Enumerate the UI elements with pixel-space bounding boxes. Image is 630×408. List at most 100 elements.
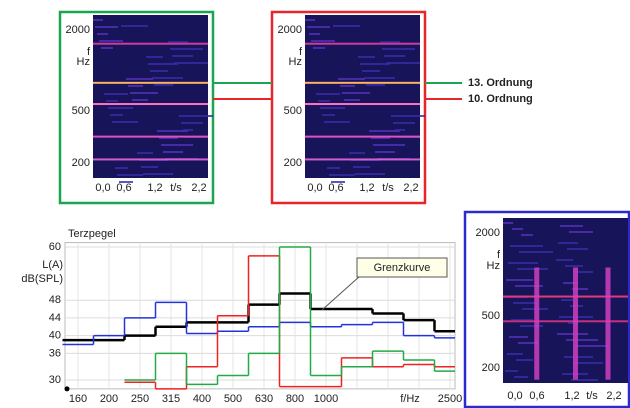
noise [362, 70, 380, 72]
noise [106, 100, 118, 102]
noise [329, 174, 355, 176]
noise [181, 122, 203, 124]
harmonic [93, 135, 208, 138]
noise [371, 137, 390, 139]
x-tick-label: 630 [255, 393, 273, 405]
noise [373, 144, 405, 146]
noise [566, 339, 598, 341]
spectrogram-panel: 2000 500 200 fHz 0,0 0,6 1,2 t/s 2,2 [463, 210, 630, 408]
x-tick-label: 400 [193, 393, 211, 405]
noise [305, 19, 315, 21]
noise [515, 285, 543, 287]
y-axis-label: dB(SPL) [21, 273, 63, 285]
noise [395, 129, 405, 131]
x-tick-label: 1,2 [147, 182, 162, 194]
noise [512, 228, 523, 230]
noise [313, 47, 325, 49]
spectrogram-panel: 2000 500 200 fHz 0,0 0,6 1,2 t/s 2,2 [58, 10, 215, 205]
y-tick-label: 200 [72, 157, 90, 169]
noise [154, 84, 173, 86]
noise [152, 77, 183, 79]
noise [393, 122, 415, 124]
y-tick-label: 200 [284, 157, 302, 169]
noise [183, 129, 193, 131]
noise [130, 92, 158, 94]
harmonic [93, 158, 208, 161]
harmonic [305, 103, 420, 106]
noise [567, 248, 588, 250]
y-tick-label: 200 [482, 362, 500, 374]
x-tick-label: 250 [131, 393, 149, 405]
noise [503, 222, 513, 224]
noise [508, 262, 538, 264]
legend-label: 13. Ordnung [468, 77, 533, 89]
noise [386, 62, 420, 64]
noise [520, 325, 543, 327]
spectrogram-image [503, 218, 628, 383]
noise [340, 85, 355, 87]
x-tick-label: 200 [100, 393, 118, 405]
noise [560, 225, 583, 227]
y-tick-label: 500 [284, 105, 302, 117]
noise [344, 99, 360, 101]
y-tick-label: 2000 [476, 227, 500, 239]
burst [573, 267, 578, 380]
x-tick-label: 500 [224, 393, 242, 405]
noise [99, 40, 123, 42]
noise [382, 48, 415, 50]
noise [333, 25, 360, 27]
x-tick-label: 160 [69, 393, 87, 405]
y-axis-label: L(A) [42, 259, 63, 271]
noise [115, 167, 128, 169]
noise [391, 115, 425, 117]
x-tick-label: 0,0 [507, 390, 522, 402]
noise [571, 379, 598, 381]
noise [506, 279, 533, 281]
y-axis-label: f [497, 249, 501, 261]
y-tick-label: 40 [49, 330, 61, 342]
noise [168, 41, 188, 43]
spectrogram-bg [305, 15, 420, 178]
noise [157, 130, 188, 132]
spectrogram-image [305, 15, 425, 183]
harmonic [93, 103, 208, 106]
x-tick-label: t/s [586, 390, 598, 402]
y-axis-label: Hz [289, 56, 302, 68]
noise [556, 259, 573, 261]
noise [316, 93, 340, 95]
noise [514, 376, 528, 378]
noise [353, 166, 370, 168]
spectrogram-bg [93, 15, 208, 178]
noise [137, 152, 153, 154]
noise [141, 166, 158, 168]
x-tick-label: 0,6 [529, 390, 544, 402]
x-axis-label: f/Hz [400, 393, 420, 405]
noise [119, 181, 133, 183]
noise [358, 56, 375, 58]
noise [565, 265, 583, 267]
harmonic [305, 135, 420, 138]
noise [342, 92, 370, 94]
noise [101, 47, 113, 49]
noise [311, 40, 335, 42]
noise [360, 63, 390, 65]
noise [163, 151, 183, 153]
noise [318, 100, 330, 102]
panel-border [463, 210, 630, 408]
noise [121, 25, 148, 27]
noise [573, 362, 603, 364]
noise [564, 356, 593, 358]
noise [93, 19, 103, 21]
noise [128, 85, 143, 87]
noise [364, 77, 395, 79]
harmonic [93, 81, 208, 84]
noise [150, 70, 168, 72]
noise [557, 333, 588, 335]
noise [148, 63, 178, 65]
noise [572, 288, 588, 290]
annotation-leader [321, 275, 361, 311]
noise [510, 245, 543, 247]
panel-border [270, 10, 427, 205]
noise [108, 107, 133, 109]
harmonic [93, 42, 208, 45]
